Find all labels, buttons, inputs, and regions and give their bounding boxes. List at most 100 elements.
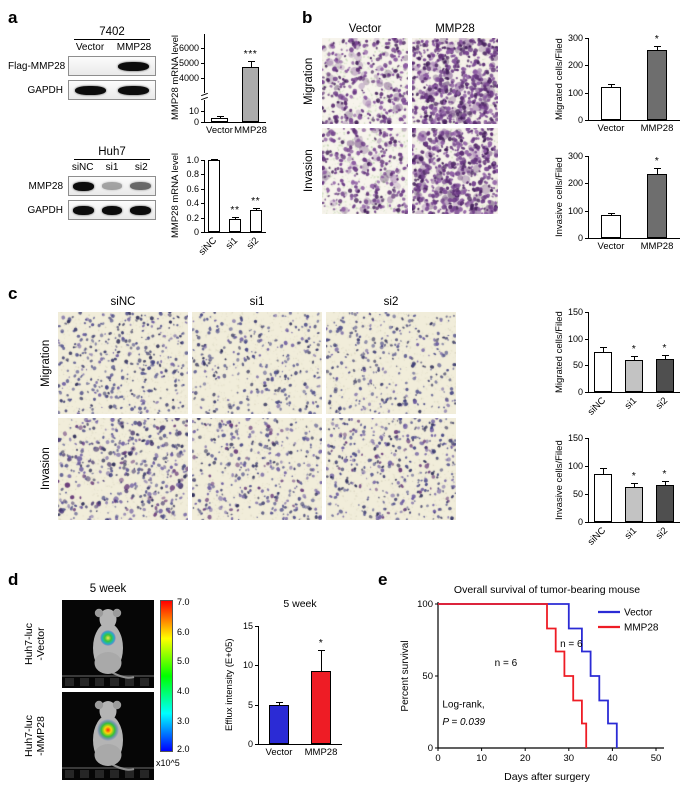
error-bar-cap	[608, 212, 615, 214]
panel-d-label: d	[8, 570, 19, 589]
error-bar	[611, 212, 612, 215]
y-tick-label: 100	[567, 205, 583, 216]
bar-si1	[625, 487, 643, 522]
y-tick	[585, 183, 588, 185]
y-axis-label: Migrated cells/Filed	[554, 38, 565, 120]
error-bar	[634, 356, 635, 360]
bar-sinc	[208, 160, 221, 232]
error-bar	[664, 481, 666, 486]
y-axis-label: Invasive cells/Filed	[554, 157, 565, 237]
panel-a-label: a	[8, 8, 18, 27]
survival-title: Overall survival of tumor-bearing mouse	[453, 584, 641, 596]
x-axis	[204, 122, 266, 123]
blot-row-label: MMP28	[28, 180, 63, 192]
bar-vector	[601, 87, 621, 120]
stage-slat	[80, 770, 89, 778]
scale-tick: 7.0	[177, 597, 190, 607]
blot-row-label: GAPDH	[27, 204, 63, 216]
y-axis	[258, 626, 259, 745]
y-tick-label: 100	[567, 461, 583, 471]
y-tick	[585, 120, 588, 121]
x-axis	[588, 392, 680, 393]
y-axis-label: Efflux intensity (E+05)	[224, 638, 235, 732]
mouse-head	[99, 609, 117, 629]
transwell-image-sinc-migration	[58, 312, 188, 414]
transwell-image-si1-migration	[192, 312, 322, 414]
bar-mmp28	[311, 670, 331, 744]
stage-bar	[62, 675, 154, 677]
blot-row-label: GAPDH	[27, 84, 63, 96]
y-tick	[201, 48, 204, 50]
axis-break-gap	[203, 92, 206, 100]
blot-strip	[68, 56, 156, 76]
scale-tick: 4.0	[177, 686, 190, 696]
y-tick	[585, 156, 588, 157]
stage-bar	[62, 767, 154, 769]
chart-c-invasive-cells: Invasive cells/Filed 0 50 100 150 siNC * si1 * si…	[554, 424, 684, 552]
error-bar-cap	[631, 356, 638, 358]
y-tick-label: 100	[567, 87, 583, 98]
b-row-header-invasion: Invasion	[303, 149, 315, 193]
chart-efflux-intensity: 5 week Efflux intensity (E+05) 0 5 10 15 Vecto…	[224, 596, 346, 760]
significance-mark: *	[654, 155, 660, 168]
western-blot-huh7: Huh7 siNC si1 si2 MMP28 GAPDH	[8, 146, 160, 224]
survival-plot: 0 10 20 30 40 50 0 50 100 Percent survival Days af…	[400, 599, 664, 783]
d-mouse-label-vector-line1: Huh7-luc	[23, 622, 35, 666]
protein-band	[75, 85, 106, 95]
y-tick-label: 50	[572, 360, 583, 371]
transwell-image-si2-invasion	[326, 418, 456, 520]
y-tick	[585, 466, 588, 467]
bar-si2	[249, 210, 262, 232]
error-bar	[603, 347, 605, 352]
x-tick-label: MMP28	[640, 123, 674, 134]
bar-sinc	[594, 474, 613, 522]
x-tick-label: 40	[607, 753, 618, 764]
y-tick-label: 0	[247, 739, 253, 749]
error-bar-cap	[276, 701, 283, 703]
b-col-header-vector: Vector	[348, 23, 382, 35]
y-tick-label: 200	[567, 60, 583, 71]
mouse-bioluminescence-mmp28	[62, 692, 154, 780]
y-tick	[585, 438, 588, 439]
error-bar-cap	[608, 83, 615, 85]
y-axis	[204, 34, 205, 123]
scale-tick: 2.0	[177, 744, 190, 754]
protein-band	[101, 182, 123, 190]
chart-title: 5 week	[283, 598, 317, 610]
y-tick-label: 200	[567, 178, 583, 189]
x-tick-label: MMP28	[640, 241, 674, 252]
x-tick-label: MMP28	[234, 125, 267, 136]
blot-lane-labels: Vector MMP28	[68, 42, 156, 53]
significance-mark: **	[230, 203, 240, 216]
error-bar	[634, 483, 635, 488]
y-tick	[585, 38, 588, 39]
d-mouse-label-mmp28-line1: Huh7-luc	[23, 714, 35, 758]
intensity-color-scale	[160, 600, 173, 752]
protein-band	[130, 205, 151, 215]
blot-strip	[68, 176, 156, 196]
blot-row: MMP28	[8, 176, 160, 196]
error-bar-cap	[600, 468, 608, 470]
bar-mmp28	[647, 50, 667, 120]
y-tick	[201, 160, 204, 161]
y-tick	[201, 122, 204, 123]
y-tick	[255, 665, 258, 667]
y-tick-label: 100	[417, 599, 433, 610]
y-tick-label: 10	[188, 105, 199, 116]
significance-mark: *	[662, 468, 667, 481]
error-bar-cap	[600, 347, 608, 349]
mouse-ear	[94, 608, 104, 618]
y-tick-label: 0.6	[186, 183, 199, 194]
y-tick-label: 0	[577, 517, 583, 527]
y-axis-label: Invasive cells/Filed	[554, 440, 565, 520]
y-tick-label: 15	[242, 621, 253, 631]
x-tick-label: 30	[564, 753, 575, 764]
error-bar	[603, 468, 605, 475]
stage-slat	[125, 678, 134, 686]
chart-b-invasive-cells: Invasive cells/Filed 0 100 200 300 Vector * MMP…	[554, 142, 684, 254]
annotation: n = 6	[560, 639, 583, 650]
chart-mmp28-mrna-knockdown: MMP28 mRNA level 0 0.2 0.4 0.6 0.8 1.0 siNC ** si…	[170, 146, 270, 262]
x-axis	[204, 232, 266, 233]
bar-sinc	[594, 352, 613, 392]
